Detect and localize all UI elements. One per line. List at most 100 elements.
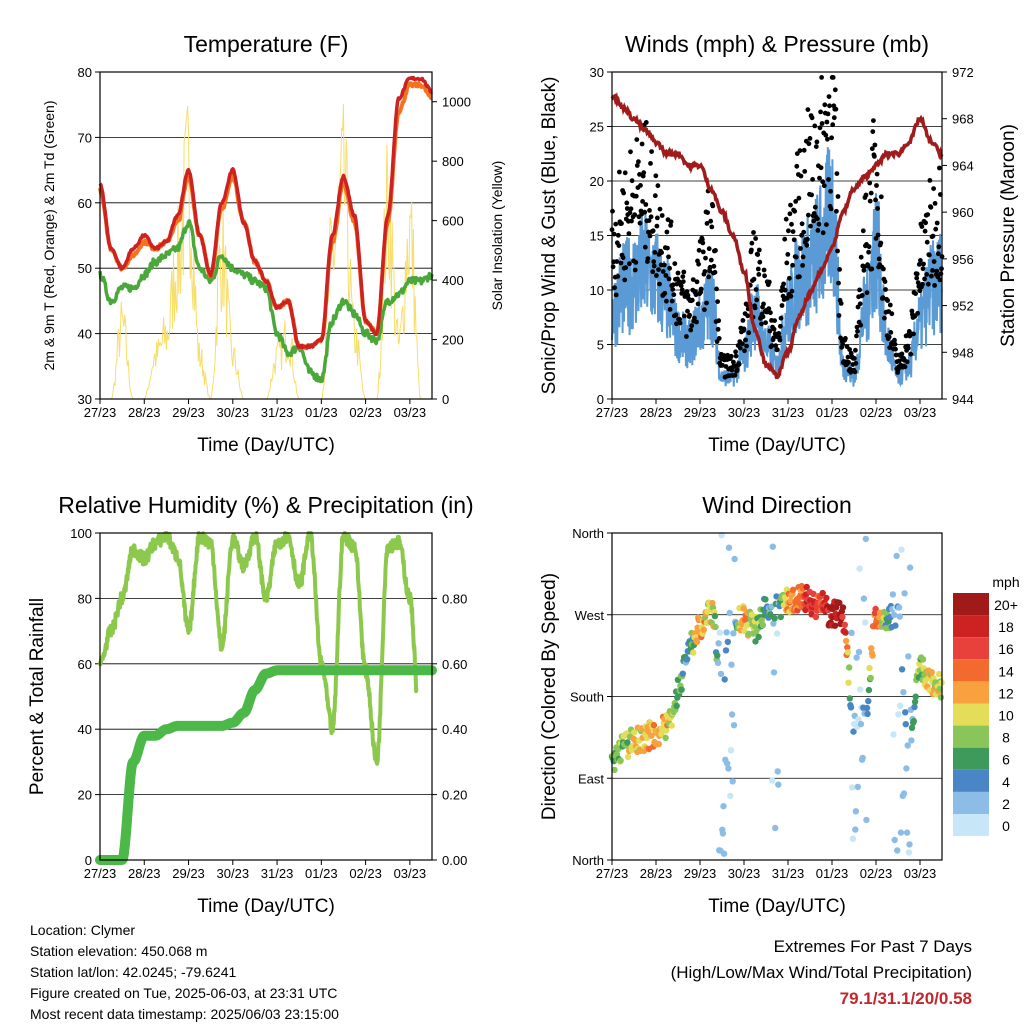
direction-point <box>730 630 737 637</box>
gust-point <box>702 307 707 313</box>
gust-point <box>755 252 761 257</box>
wind-line <box>611 147 943 388</box>
gust-point <box>647 208 652 213</box>
gust-point <box>874 171 880 177</box>
gust-point <box>847 347 852 352</box>
gust-point <box>789 221 794 227</box>
gust-point <box>760 314 766 320</box>
gust-point <box>824 119 830 125</box>
gust-point <box>866 249 871 255</box>
gust-point <box>646 229 651 235</box>
gust-point <box>619 221 624 226</box>
gust-point <box>628 206 634 212</box>
gust-point <box>864 290 870 296</box>
temperature-xtick-label: 03/23 <box>394 405 427 420</box>
gust-point <box>835 248 840 254</box>
humidity-ytick-label: 60 <box>78 657 92 672</box>
direction-xtick-label: 30/23 <box>728 866 761 881</box>
colorbar-label: mph <box>992 574 1019 590</box>
direction-point <box>846 664 853 671</box>
direction-point <box>769 543 776 550</box>
humidity-xtick-label: 02/23 <box>349 866 382 881</box>
direction-xtick-label: 03/23 <box>904 866 937 881</box>
gust-point <box>821 183 827 189</box>
gust-point <box>650 269 656 275</box>
direction-point <box>847 704 855 711</box>
winds-y2tick-label: 968 <box>952 112 974 127</box>
gust-point <box>874 183 879 188</box>
direction-point <box>900 689 907 696</box>
gust-point <box>914 271 920 277</box>
gust-point <box>627 210 633 216</box>
winds-frame <box>611 71 943 400</box>
gust-point <box>716 318 722 324</box>
direction-xtick-label: 31/23 <box>772 866 805 881</box>
gust-point <box>878 240 884 246</box>
colorbar-level-label: 20+ <box>994 597 1018 613</box>
gust-point <box>853 347 858 353</box>
winds-y2tick-label: 948 <box>952 345 974 360</box>
gust-point <box>657 206 663 212</box>
gust-point <box>655 183 661 189</box>
gust-point <box>804 242 810 248</box>
direction-point <box>911 703 918 711</box>
gust-point <box>753 236 758 241</box>
direction-point <box>890 611 898 618</box>
gust-point <box>812 123 818 129</box>
gust-point <box>660 269 666 274</box>
gust-point <box>633 260 639 265</box>
gust-point <box>857 301 863 307</box>
direction-point <box>906 564 914 571</box>
gust-point <box>782 236 788 242</box>
direction-point <box>836 599 843 606</box>
winds-y2tick-label: 964 <box>952 158 974 173</box>
gust-point <box>836 280 841 286</box>
gust-point <box>820 230 826 236</box>
gust-point <box>784 295 790 301</box>
temperature-y2tick-label: 800 <box>442 154 464 169</box>
humidity-y2tick-label: 0.80 <box>442 591 467 606</box>
gust-point <box>745 313 751 319</box>
direction-xtick-label: 27/23 <box>596 866 629 881</box>
gust-point <box>654 273 659 278</box>
gust-point <box>935 251 941 257</box>
humidity-chart: Relative Humidity (%) & Precipitation (i… <box>27 492 474 917</box>
gust-point <box>624 206 630 211</box>
direction-xlabel: Time (Day/UTC) <box>708 896 846 917</box>
gust-point <box>858 254 864 260</box>
direction-point <box>789 586 797 593</box>
gust-point <box>790 262 795 268</box>
gust-point <box>740 318 746 323</box>
direction-point <box>912 693 919 700</box>
direction-point <box>910 717 917 725</box>
gust-point <box>766 279 772 285</box>
direction-point <box>895 711 902 718</box>
direction-point <box>872 605 879 613</box>
gust-point <box>889 311 895 317</box>
gust-point <box>924 239 930 245</box>
direction-point <box>849 784 856 791</box>
gust-point <box>618 260 624 266</box>
gust-point <box>629 178 635 184</box>
direction-point <box>712 623 719 631</box>
gust-point <box>632 267 638 273</box>
direction-point <box>866 664 873 672</box>
direction-point <box>855 648 863 656</box>
gust-point <box>893 352 899 358</box>
gust-point <box>834 208 839 214</box>
gust-point <box>921 261 926 267</box>
direction-point <box>772 824 779 832</box>
gust-point <box>931 259 937 264</box>
winds-y2tick-label: 952 <box>952 299 974 314</box>
gust-point <box>887 302 893 308</box>
gust-point <box>627 261 632 267</box>
direction-point <box>833 604 840 611</box>
gust-point <box>787 275 792 281</box>
direction-point <box>730 722 738 729</box>
gust-point <box>689 323 695 329</box>
gust-point <box>807 136 813 141</box>
gust-point <box>690 277 696 282</box>
temperature-ytick-label: 60 <box>78 196 92 211</box>
direction-point <box>731 555 738 563</box>
direction-point <box>711 612 719 620</box>
